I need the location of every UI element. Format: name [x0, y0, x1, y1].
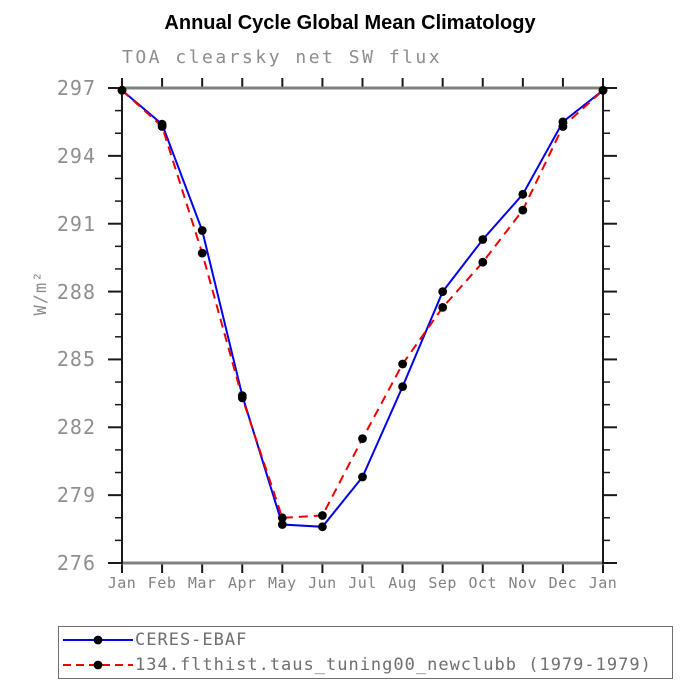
- legend-marker: [93, 660, 103, 670]
- y-tick-label: 294: [56, 143, 96, 168]
- y-tick-label: 282: [56, 415, 96, 440]
- x-tick-label: Jul: [348, 574, 377, 592]
- series-line-1: [121, 89, 604, 519]
- x-tick-label: Oct: [468, 574, 498, 592]
- data-point-marker: [157, 122, 167, 131]
- data-point-marker: [558, 122, 568, 131]
- data-point-marker: [398, 359, 407, 369]
- legend-line-sample: [63, 635, 133, 645]
- x-tick-label: May: [268, 574, 297, 592]
- x-tick-label: Feb: [147, 574, 177, 592]
- legend-box: CERES-EBAF 134.flthist.taus_tuning00_newc…: [58, 626, 673, 679]
- x-tick-label: Jan: [588, 574, 618, 592]
- data-point-marker: [277, 513, 287, 523]
- data-point-marker: [358, 434, 367, 443]
- data-point-marker: [438, 303, 448, 312]
- legend-item-1: 134.flthist.taus_tuning00_newclubb (1979…: [62, 653, 672, 678]
- x-tick-label: Mar: [187, 574, 217, 592]
- data-point-marker: [277, 520, 287, 529]
- y-tick-label: 285: [56, 347, 96, 372]
- data-point-marker: [518, 189, 528, 199]
- data-point-marker: [478, 257, 488, 267]
- x-tick-label: Nov: [508, 574, 538, 592]
- y-tick-label: 276: [56, 551, 96, 575]
- data-point-marker: [197, 248, 207, 258]
- data-point-marker: [197, 226, 207, 235]
- data-point-marker: [518, 205, 528, 215]
- y-tick-label: 279: [56, 483, 96, 508]
- x-tick-label: Dec: [548, 574, 578, 592]
- data-point-marker: [318, 511, 327, 520]
- data-point-marker: [358, 472, 367, 482]
- data-point-marker: [478, 235, 488, 244]
- series-line-0: [121, 89, 604, 528]
- data-point-marker: [398, 382, 407, 391]
- data-point-marker: [117, 85, 127, 95]
- x-tick-label: Jun: [308, 574, 337, 592]
- legend-item-0: CERES-EBAF: [62, 628, 672, 653]
- data-point-marker: [438, 287, 448, 296]
- chart-subtitle: TOA clearsky net SW flux: [122, 47, 443, 68]
- x-tick-label: Sep: [428, 574, 457, 592]
- y-tick-label: 297: [56, 76, 96, 100]
- x-tick-label: Aug: [388, 574, 417, 592]
- chart-title: Annual Cycle Global Mean Climatology: [164, 12, 536, 34]
- x-tick-label: Apr: [227, 574, 257, 592]
- legend-label: CERES-EBAF: [135, 630, 248, 651]
- data-point-marker: [318, 522, 327, 532]
- legend-marker: [93, 635, 103, 645]
- y-tick-label: 288: [56, 279, 96, 304]
- legend-label: 134.flthist.taus_tuning00_newclubb (1979…: [135, 654, 652, 675]
- x-tick-label: Jan: [107, 574, 137, 592]
- legend-line-sample: [63, 660, 133, 670]
- data-point-marker: [598, 85, 608, 95]
- y-tick-label: 291: [56, 211, 96, 236]
- data-point-marker: [237, 393, 247, 403]
